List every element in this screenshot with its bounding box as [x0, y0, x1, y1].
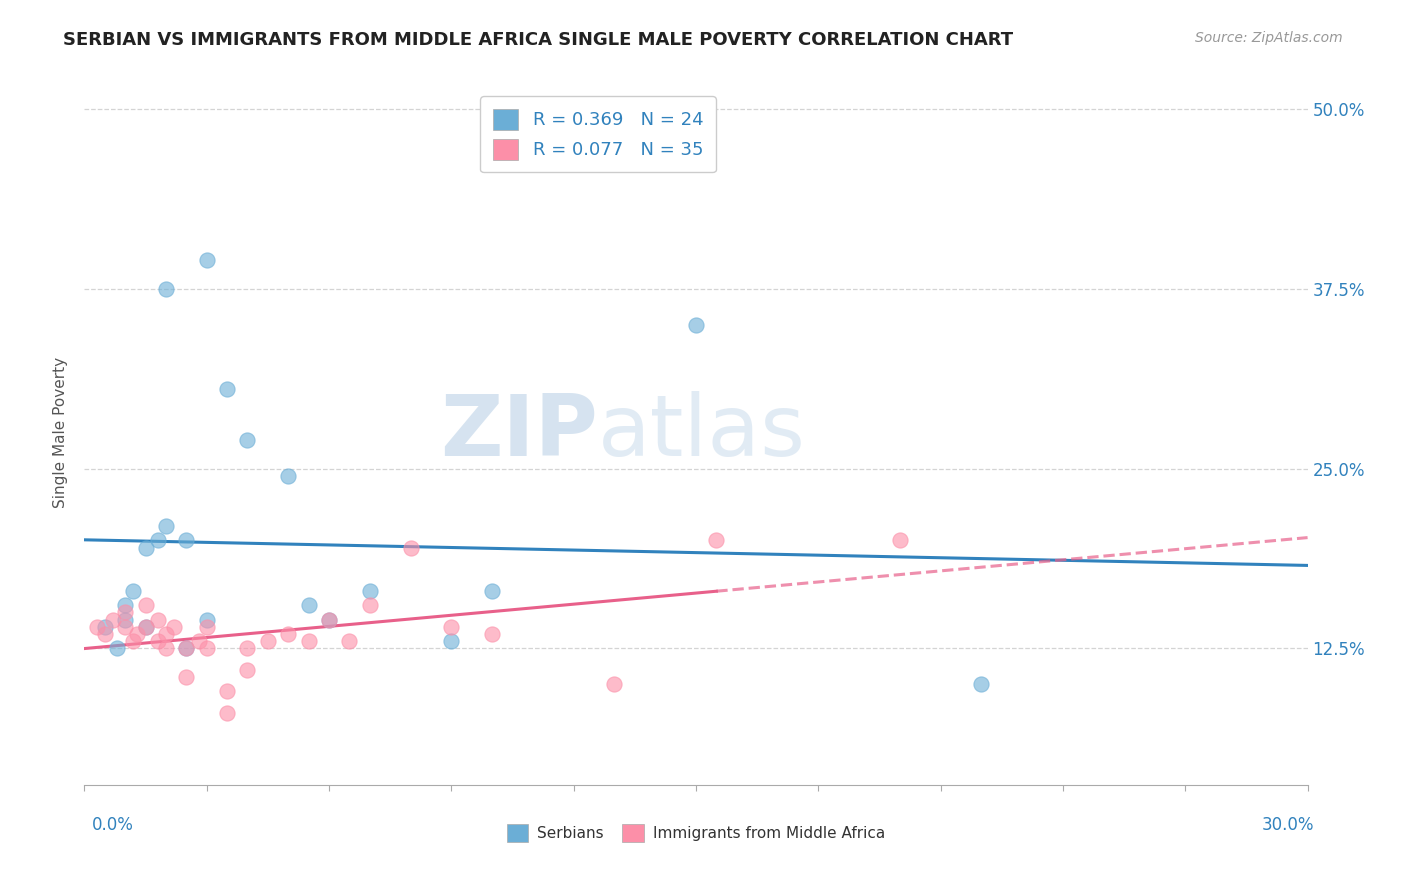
Point — [105, 641, 128, 656]
Text: Source: ZipAtlas.com: Source: ZipAtlas.com — [1195, 31, 1343, 45]
Point — [195, 613, 218, 627]
Point — [481, 583, 503, 598]
Point — [277, 468, 299, 483]
Point — [163, 620, 186, 634]
Text: 0.0%: 0.0% — [91, 816, 134, 834]
Point — [298, 634, 321, 648]
Point — [122, 634, 145, 648]
Point — [146, 533, 169, 548]
Point — [195, 641, 218, 656]
Point — [174, 641, 197, 656]
Point — [135, 541, 157, 555]
Point — [146, 634, 169, 648]
Point — [236, 433, 259, 447]
Point — [114, 606, 136, 620]
Point — [135, 620, 157, 634]
Point — [122, 583, 145, 598]
Point — [195, 253, 218, 268]
Y-axis label: Single Male Poverty: Single Male Poverty — [53, 357, 69, 508]
Point — [339, 634, 361, 648]
Point — [277, 627, 299, 641]
Point — [257, 634, 280, 648]
Point — [298, 598, 321, 612]
Point — [481, 627, 503, 641]
Point — [236, 641, 259, 656]
Point — [155, 627, 177, 641]
Point — [114, 620, 136, 634]
Point — [217, 383, 239, 397]
Point — [440, 634, 463, 648]
Point — [114, 613, 136, 627]
Legend: Serbians, Immigrants from Middle Africa: Serbians, Immigrants from Middle Africa — [501, 818, 891, 847]
Point — [217, 706, 239, 720]
Point — [127, 627, 149, 641]
Point — [93, 620, 115, 634]
Point — [359, 583, 381, 598]
Point — [174, 533, 197, 548]
Text: SERBIAN VS IMMIGRANTS FROM MIDDLE AFRICA SINGLE MALE POVERTY CORRELATION CHART: SERBIAN VS IMMIGRANTS FROM MIDDLE AFRICA… — [63, 31, 1014, 49]
Point — [359, 598, 381, 612]
Point — [187, 634, 209, 648]
Point — [318, 613, 340, 627]
Point — [195, 620, 218, 634]
Point — [706, 533, 728, 548]
Point — [399, 541, 422, 555]
Point — [889, 533, 911, 548]
Point — [114, 598, 136, 612]
Point — [236, 663, 259, 677]
Point — [174, 670, 197, 684]
Point — [440, 620, 463, 634]
Point — [155, 519, 177, 533]
Point — [174, 641, 197, 656]
Text: ZIP: ZIP — [440, 391, 598, 475]
Point — [135, 598, 157, 612]
Point — [603, 677, 626, 691]
Point — [217, 684, 239, 698]
Point — [155, 282, 177, 296]
Point — [155, 641, 177, 656]
Text: 30.0%: 30.0% — [1263, 816, 1315, 834]
Point — [101, 613, 124, 627]
Text: atlas: atlas — [598, 391, 806, 475]
Point — [970, 677, 993, 691]
Point — [93, 627, 115, 641]
Point — [318, 613, 340, 627]
Point — [685, 318, 707, 332]
Point — [86, 620, 108, 634]
Point — [135, 620, 157, 634]
Point — [146, 613, 169, 627]
